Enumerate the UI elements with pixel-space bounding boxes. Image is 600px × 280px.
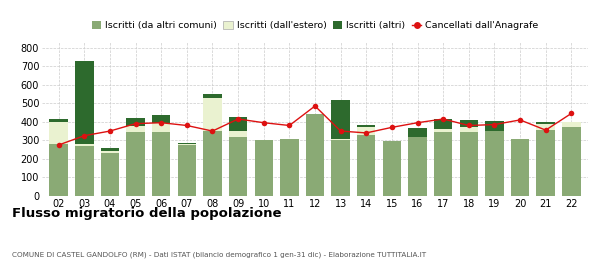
Bar [562,127,581,196]
Bar [536,122,555,124]
Bar [536,124,555,130]
Bar [357,125,376,127]
Bar [485,122,503,131]
Bar [75,144,94,146]
Bar [178,145,196,196]
Bar [536,130,555,196]
Bar [229,117,247,131]
Bar [229,137,247,196]
Bar [127,118,145,127]
Bar [152,123,170,132]
Bar [101,151,119,153]
Bar [409,137,427,196]
Bar [203,98,221,131]
Bar [485,131,503,196]
Bar [127,127,145,132]
Bar [357,135,376,196]
Bar [409,128,427,137]
Bar [178,143,196,144]
Bar [357,127,376,135]
Bar [229,131,247,137]
Bar [178,144,196,145]
Bar [49,144,68,196]
Bar [101,153,119,196]
Bar [49,119,68,122]
Bar [331,140,350,196]
Bar [75,146,94,196]
Bar [152,115,170,123]
Legend: Iscritti (da altri comuni), Iscritti (dall'estero), Iscritti (altri), Cancellati: Iscritti (da altri comuni), Iscritti (da… [88,17,542,34]
Bar [434,119,452,129]
Bar [562,122,581,127]
Bar [511,139,529,196]
Bar [101,148,119,151]
Bar [460,127,478,132]
Bar [280,139,299,196]
Bar [152,132,170,196]
Bar [331,139,350,140]
Bar [127,132,145,196]
Text: COMUNE DI CASTEL GANDOLFO (RM) - Dati ISTAT (bilancio demografico 1 gen-31 dic) : COMUNE DI CASTEL GANDOLFO (RM) - Dati IS… [12,252,426,258]
Bar [460,120,478,127]
Bar [331,101,350,139]
Bar [306,114,324,196]
Bar [383,141,401,196]
Bar [75,62,94,144]
Bar [254,140,273,196]
Bar [434,132,452,196]
Text: Flusso migratorio della popolazione: Flusso migratorio della popolazione [12,207,281,220]
Bar [203,94,221,98]
Bar [434,129,452,132]
Bar [49,122,68,144]
Bar [203,131,221,196]
Bar [460,132,478,196]
